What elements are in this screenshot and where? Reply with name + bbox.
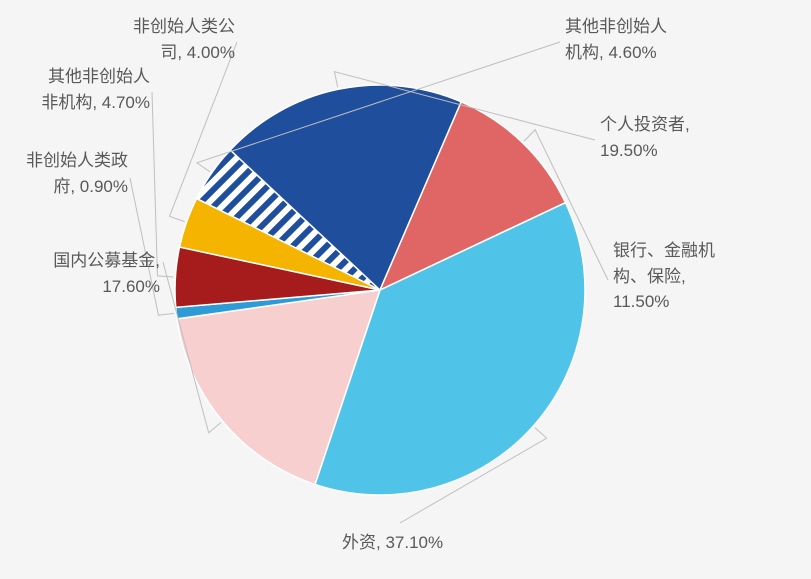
slice-label: 个人投资者,19.50% <box>600 112 690 163</box>
slice-label: 非创始人类公司, 4.00% <box>115 14 235 65</box>
slice-label: 非创始人类政府, 0.90% <box>8 148 128 199</box>
slice-label: 国内公募基金,17.60% <box>40 248 160 299</box>
slice-label: 其他非创始人非机构, 4.70% <box>30 64 150 115</box>
pie-chart: 其他非创始人机构, 4.60% 个人投资者,19.50% 银行、金融机构、保险,11… <box>0 0 811 574</box>
slice-label: 其他非创始人机构, 4.60% <box>565 14 667 65</box>
pie-slices <box>175 85 585 495</box>
slice-label: 银行、金融机构、保险,11.50% <box>613 238 715 315</box>
slice-label: 外资, 37.10% <box>342 530 443 556</box>
